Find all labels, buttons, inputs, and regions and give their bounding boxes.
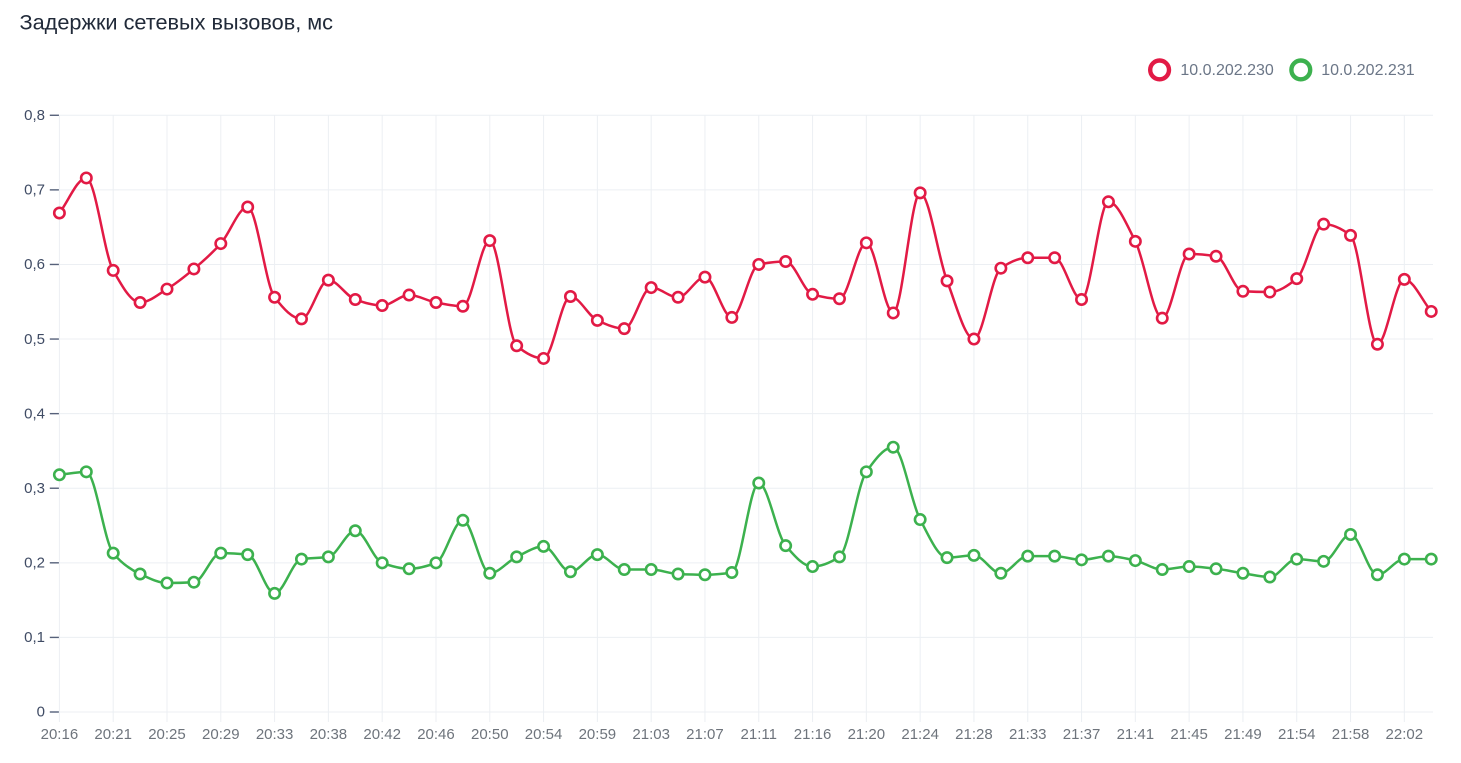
svg-text:20:21: 20:21 [94, 726, 132, 743]
svg-text:21:41: 21:41 [1117, 726, 1155, 743]
svg-text:21:49: 21:49 [1224, 726, 1262, 743]
svg-text:0,7: 0,7 [24, 182, 45, 199]
svg-text:21:33: 21:33 [1009, 726, 1047, 743]
svg-text:0,6: 0,6 [24, 256, 45, 273]
svg-text:21:20: 21:20 [848, 726, 886, 743]
svg-text:21:24: 21:24 [901, 726, 939, 743]
svg-text:20:38: 20:38 [310, 726, 348, 743]
svg-text:10.0.202.231: 10.0.202.231 [1321, 62, 1415, 79]
svg-text:21:28: 21:28 [955, 726, 993, 743]
svg-text:21:37: 21:37 [1063, 726, 1101, 743]
svg-text:20:25: 20:25 [148, 726, 186, 743]
svg-text:10.0.202.230: 10.0.202.230 [1180, 62, 1274, 79]
svg-text:21:07: 21:07 [686, 726, 724, 743]
svg-text:21:16: 21:16 [794, 726, 832, 743]
svg-text:20:59: 20:59 [579, 726, 617, 743]
svg-text:22:02: 22:02 [1386, 726, 1424, 743]
svg-text:0,1: 0,1 [24, 629, 45, 646]
svg-text:0,5: 0,5 [24, 331, 45, 348]
svg-text:20:46: 20:46 [417, 726, 455, 743]
svg-text:21:11: 21:11 [741, 726, 777, 743]
svg-text:0,3: 0,3 [24, 480, 45, 497]
svg-text:20:29: 20:29 [202, 726, 240, 743]
svg-text:20:42: 20:42 [363, 726, 401, 743]
svg-text:20:33: 20:33 [256, 726, 294, 743]
svg-text:21:54: 21:54 [1278, 726, 1316, 743]
svg-text:20:50: 20:50 [471, 726, 509, 743]
svg-text:20:16: 20:16 [41, 726, 79, 743]
svg-text:0,4: 0,4 [24, 405, 45, 422]
svg-text:20:54: 20:54 [525, 726, 563, 743]
svg-text:0,8: 0,8 [24, 107, 45, 124]
svg-text:21:58: 21:58 [1332, 726, 1370, 743]
svg-text:0: 0 [37, 704, 45, 721]
svg-text:0,2: 0,2 [24, 555, 45, 572]
svg-text:Задержки сетевых вызовов, мс: Задержки сетевых вызовов, мс [20, 10, 334, 35]
svg-text:21:03: 21:03 [632, 726, 670, 743]
svg-text:21:45: 21:45 [1170, 726, 1208, 743]
